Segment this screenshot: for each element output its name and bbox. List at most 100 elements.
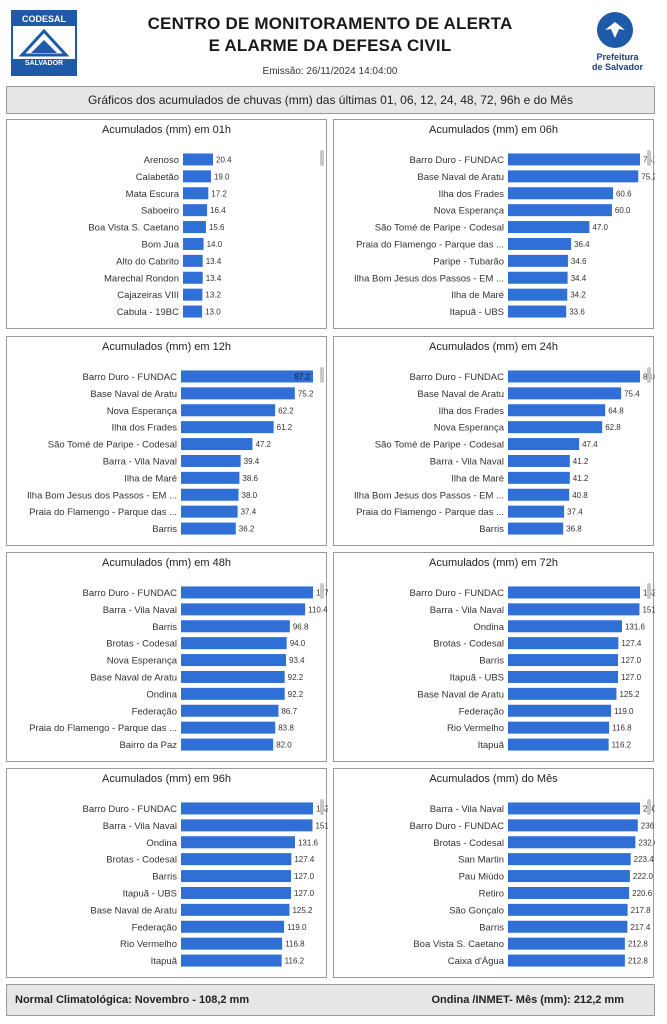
- category-label: Paripe - Tubarão: [433, 256, 504, 267]
- value-label: 14.0: [207, 240, 223, 249]
- value-label: 232.0: [638, 838, 655, 847]
- value-label: 93.4: [289, 656, 305, 665]
- category-label: São Tomé de Paripe - Codesal: [48, 440, 177, 451]
- bar: [181, 488, 239, 501]
- scrollbar[interactable]: [647, 367, 651, 383]
- category-label: Barra - Vila Naval: [430, 456, 504, 467]
- logo-left-top: CODESAL: [13, 12, 75, 26]
- scrollbar[interactable]: [647, 583, 651, 599]
- category-label: Brotas - Codesal: [433, 838, 504, 849]
- category-label: Barro Duro - FUNDAC: [410, 821, 505, 832]
- category-label: Barris: [479, 922, 504, 933]
- category-label: Nova Esperança: [434, 423, 505, 434]
- value-label: 13.4: [206, 257, 222, 266]
- value-label: 217.4: [630, 923, 651, 932]
- value-label: 96.8: [293, 622, 309, 631]
- scrollbar[interactable]: [647, 799, 651, 815]
- bar: [181, 620, 290, 633]
- bar: [508, 421, 603, 434]
- bar: [181, 637, 287, 650]
- value-label: 127.4: [294, 855, 315, 864]
- value-label: 38.0: [242, 491, 258, 500]
- category-label: Barra - Vila Naval: [103, 821, 177, 832]
- category-label: Brotas - Codesal: [106, 855, 177, 866]
- bar: [508, 187, 613, 200]
- chart-panel: Acumulados (mm) do Mês Barra - Vila Naval…: [333, 768, 655, 978]
- chart-title: Acumulados (mm) em 06h: [429, 124, 558, 136]
- bar: [181, 522, 236, 535]
- category-label: Ilha dos Frades: [439, 406, 505, 417]
- bar: [183, 170, 211, 183]
- category-label: Itapuã - UBS: [450, 672, 504, 683]
- value-label: 92.2: [288, 690, 304, 699]
- value-label: 36.4: [574, 240, 590, 249]
- prefeitura-logo: Prefeitura de Salvador: [575, 10, 660, 76]
- chart-title: Acumulados (mm) em 01h: [102, 124, 231, 136]
- bar: [181, 819, 313, 832]
- prefeitura-line1: Prefeitura: [596, 52, 639, 62]
- value-label: 110.4: [308, 605, 328, 614]
- scrollbar[interactable]: [320, 367, 324, 383]
- value-label: 151.8: [315, 821, 328, 830]
- bar: [181, 505, 238, 518]
- scrollbar[interactable]: [647, 150, 651, 166]
- value-label: 119.0: [614, 707, 634, 716]
- category-label: Boa Vista S. Caetano: [413, 939, 504, 950]
- value-label: 223.4: [634, 855, 655, 864]
- value-label: 34.4: [571, 274, 587, 283]
- chart-title: Acumulados (mm) em 96h: [102, 773, 231, 785]
- scrollbar[interactable]: [320, 799, 324, 815]
- chart-title: Acumulados (mm) em 72h: [429, 557, 558, 569]
- chart-panel: Acumulados (mm) em 12h Barro Duro - FUNDA…: [6, 336, 327, 546]
- bar: [508, 254, 568, 267]
- value-label: 17.2: [211, 189, 227, 198]
- bar: [508, 370, 640, 383]
- bar: [508, 586, 640, 599]
- category-label: Barris: [479, 524, 504, 535]
- bar: [181, 937, 283, 950]
- category-label: Base Naval de Aratu: [90, 905, 177, 916]
- bar: [181, 586, 313, 599]
- bar: [508, 637, 619, 650]
- value-label: 151.8: [642, 605, 655, 614]
- bar: [181, 802, 313, 815]
- category-label: Barro Duro - FUNDAC: [83, 588, 178, 599]
- bar: [508, 654, 618, 667]
- bar: [508, 404, 606, 417]
- category-label: Nova Esperança: [434, 206, 505, 217]
- value-label: 40.8: [572, 491, 588, 500]
- value-label: 217.8: [631, 906, 652, 915]
- bar: [183, 237, 204, 250]
- category-label: Cabula - 19BC: [117, 307, 179, 318]
- value-label: 39.4: [244, 457, 260, 466]
- scrollbar[interactable]: [320, 150, 324, 166]
- bar: [181, 704, 279, 717]
- bar: [181, 421, 274, 434]
- bar: [181, 454, 241, 467]
- bar: [183, 187, 209, 200]
- prefeitura-text: Prefeitura de Salvador: [575, 52, 660, 72]
- category-label: Ilha Bom Jesus dos Passos - EM ...: [354, 273, 504, 284]
- category-label: Cajazeiras VIII: [117, 290, 179, 301]
- value-label: 36.2: [239, 525, 255, 534]
- bar: [508, 438, 580, 451]
- bar: [508, 488, 570, 501]
- value-label: 62.2: [278, 406, 294, 415]
- category-label: Brotas - Codesal: [106, 639, 177, 650]
- value-label: 212.8: [628, 957, 649, 966]
- bar: [508, 271, 568, 284]
- category-label: Barro Duro - FUNDAC: [410, 155, 505, 166]
- category-label: Ondina: [146, 838, 177, 849]
- value-label: 116.2: [285, 957, 305, 966]
- bar: [181, 738, 274, 751]
- category-label: Ilha dos Frades: [439, 189, 505, 200]
- value-label: 47.4: [582, 440, 598, 449]
- chart-title: Acumulados (mm) em 12h: [102, 341, 231, 353]
- category-label: Ilha de Maré: [451, 290, 504, 301]
- scrollbar[interactable]: [320, 583, 324, 599]
- value-label: 116.8: [612, 724, 632, 733]
- category-label: Nova Esperança: [107, 656, 178, 667]
- bar: [508, 903, 628, 916]
